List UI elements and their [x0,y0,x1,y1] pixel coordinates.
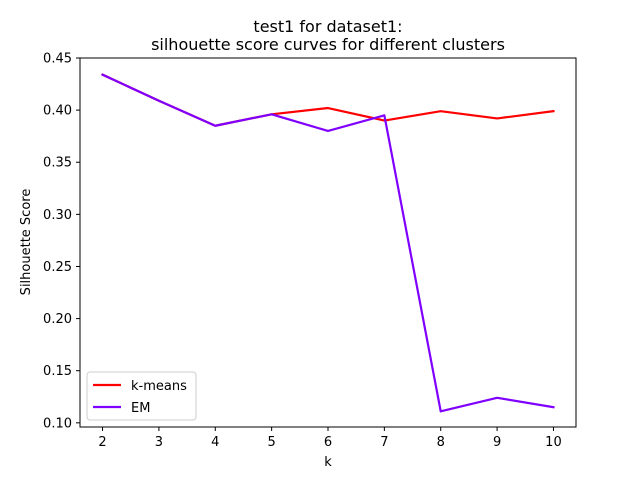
x-tick-label: 4 [211,435,219,450]
axes-layer: 2 3 4 5 6 7 8 9 10 0.10 0.15 0.20 0.25 0.30 0.35 0.40 0.… [43,52,577,450]
y-tick-label: 0.30 [43,208,72,223]
y-tick-label: 0.35 [43,156,72,171]
y-tick-label: 0.40 [43,104,72,119]
y-tick-label: 0.15 [43,364,72,379]
y-tick-label: 0.25 [43,260,72,275]
y-tick-label: 0.10 [43,416,72,431]
legend-label-1: k-means [131,379,187,394]
y-tick-label: 0.20 [43,312,72,327]
x-tick-label: 5 [267,435,275,450]
x-tick-label: 10 [545,435,562,450]
x-tick-label: 6 [324,435,332,450]
x-tick-label: 2 [98,435,106,450]
chart-title: test1 for dataset1: [253,17,402,36]
x-tick-label: 7 [380,435,388,450]
series-layer [101,73,555,413]
y-tick-label: 0.45 [43,52,72,67]
series-line-2 [101,73,555,413]
x-tick-label: 8 [437,435,445,450]
legend-label-2: EM [131,401,150,416]
x-tick-label: 3 [155,435,163,450]
series-line-1 [101,73,555,127]
chart-subtitle: silhouette score curves for different cl… [151,35,505,54]
x-tick-label: 9 [493,435,501,450]
y-axis-label: Silhouette Score [19,189,34,296]
legend: k-means EM [86,371,197,421]
x-axis-label: k [324,455,332,470]
